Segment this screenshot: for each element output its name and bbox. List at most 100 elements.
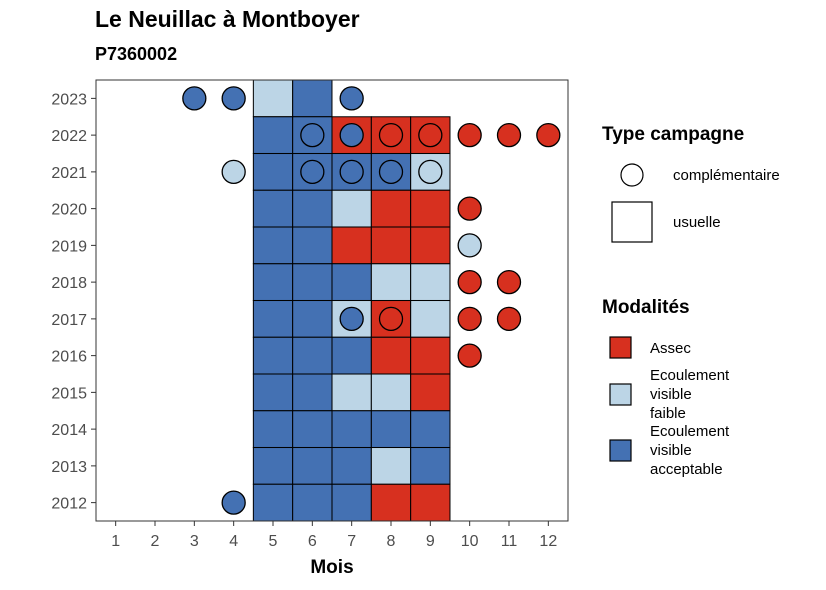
legend-usuelle-key xyxy=(611,201,653,243)
complementaire-point xyxy=(457,306,482,332)
usuelle-tile xyxy=(292,226,333,265)
usuelle-tile xyxy=(370,483,412,522)
usuelle-tile xyxy=(410,410,451,448)
y-tick-label: 2021 xyxy=(51,165,87,182)
x-tick-label: 7 xyxy=(347,533,356,550)
usuelle-tile xyxy=(292,410,333,448)
usuelle-tile xyxy=(252,447,294,485)
complementaire-point xyxy=(418,159,443,185)
complementaire-point xyxy=(378,122,404,148)
complementaire-dots xyxy=(182,86,561,515)
usuelle-tile xyxy=(292,263,333,301)
usuelle-tile xyxy=(252,483,294,522)
complementaire-point xyxy=(339,159,364,185)
complementaire-point xyxy=(457,269,482,295)
usuelle-tile xyxy=(252,153,294,191)
y-tick-label: 2016 xyxy=(51,349,87,366)
chart-subtitle: P7360002 xyxy=(95,44,178,64)
legend-acceptable-key xyxy=(609,439,632,462)
y-tick-label: 2023 xyxy=(51,91,87,108)
x-tick-label: 1 xyxy=(111,533,120,550)
x-tick-label: 11 xyxy=(501,533,518,550)
y-tick-label: 2013 xyxy=(51,459,87,476)
usuelle-tile xyxy=(370,373,412,412)
complementaire-point xyxy=(496,306,522,332)
x-axis: 1 2 3 4 5 6 7 8 9 10 11 12 xyxy=(111,521,557,550)
panel-border xyxy=(95,79,569,522)
usuelle-tile xyxy=(252,373,294,412)
usuelle-tile xyxy=(410,483,451,522)
x-tick-label: 12 xyxy=(539,533,557,550)
y-axis: 2012 2013 2014 2015 2016 2017 2018 2019 2020 2021… xyxy=(51,91,96,513)
complementaire-point xyxy=(182,86,207,111)
complementaire-point xyxy=(339,122,364,148)
complementaire-point xyxy=(418,122,443,148)
complementaire-point xyxy=(221,86,246,111)
complementaire-point xyxy=(221,490,246,515)
legend-type-title: Type campagne xyxy=(602,124,745,145)
usuelle-tile xyxy=(410,300,451,338)
usuelle-tile xyxy=(292,300,333,338)
usuelle-tile xyxy=(252,410,294,448)
legend-usuelle-label: usuelle xyxy=(673,214,721,231)
complementaire-point xyxy=(378,159,404,185)
usuelle-tile xyxy=(410,263,451,301)
complementaire-point xyxy=(221,159,246,185)
legend-line: visible xyxy=(650,386,692,403)
legend-line: faible xyxy=(650,405,686,422)
usuelle-tile xyxy=(252,300,294,338)
x-tick-label: 2 xyxy=(151,533,160,550)
usuelle-tile xyxy=(410,447,451,485)
legend-line: Ecoulement xyxy=(650,423,730,440)
usuelle-tile xyxy=(331,226,372,265)
usuelle-tile xyxy=(292,79,333,118)
x-tick-label: 4 xyxy=(229,533,238,550)
chart-title: Le Neuillac à Montboyer xyxy=(95,6,360,32)
x-tick-label: 6 xyxy=(308,533,317,550)
y-tick-label: 2020 xyxy=(51,202,87,219)
legend-faible-label: Ecoulement visible faible xyxy=(650,366,729,423)
y-tick-label: 2015 xyxy=(51,385,87,402)
complementaire-point xyxy=(300,122,325,148)
x-tick-label: 9 xyxy=(426,533,435,550)
complementaire-point xyxy=(457,233,482,258)
legend-faible-key xyxy=(609,383,632,406)
usuelle-tile xyxy=(331,483,372,522)
usuelle-tile xyxy=(370,447,412,485)
complementaire-point xyxy=(496,122,522,148)
usuelle-tile xyxy=(331,189,372,228)
x-tick-label: 5 xyxy=(269,533,278,550)
legend-line: Assec xyxy=(650,340,691,357)
legend-line: acceptable xyxy=(650,461,723,478)
usuelle-tile xyxy=(331,447,372,485)
complementaire-point xyxy=(496,269,522,295)
x-tick-label: 3 xyxy=(190,533,199,550)
y-tick-label: 2012 xyxy=(51,496,87,513)
complementaire-point xyxy=(457,343,482,368)
legend-line: visible xyxy=(650,442,692,459)
usuelle-tile xyxy=(252,226,294,265)
complementaire-point xyxy=(300,159,325,185)
usuelle-tile xyxy=(370,336,412,375)
complementaire-point xyxy=(457,196,482,221)
x-axis-title: Mois xyxy=(310,557,353,578)
usuelle-tile xyxy=(252,116,294,154)
y-tick-label: 2018 xyxy=(51,275,87,292)
legend-acceptable-label: Ecoulement visible acceptable xyxy=(650,422,729,479)
usuelle-tile xyxy=(410,226,451,265)
y-tick-label: 2017 xyxy=(51,312,87,329)
usuelle-tile xyxy=(410,373,451,412)
legend-modalites-title: Modalités xyxy=(602,297,690,318)
usuelle-tile xyxy=(292,447,333,485)
usuelle-tile xyxy=(292,373,333,412)
usuelle-tile xyxy=(292,336,333,375)
legend-line: Ecoulement xyxy=(650,367,730,384)
usuelle-tile xyxy=(331,263,372,301)
y-tick-label: 2022 xyxy=(51,128,87,145)
usuelle-tile xyxy=(370,263,412,301)
complementaire-point xyxy=(339,86,364,111)
usuelle-tile xyxy=(410,336,451,375)
usuelle-cells xyxy=(252,79,451,522)
usuelle-tile xyxy=(252,189,294,228)
y-tick-label: 2014 xyxy=(51,422,87,439)
